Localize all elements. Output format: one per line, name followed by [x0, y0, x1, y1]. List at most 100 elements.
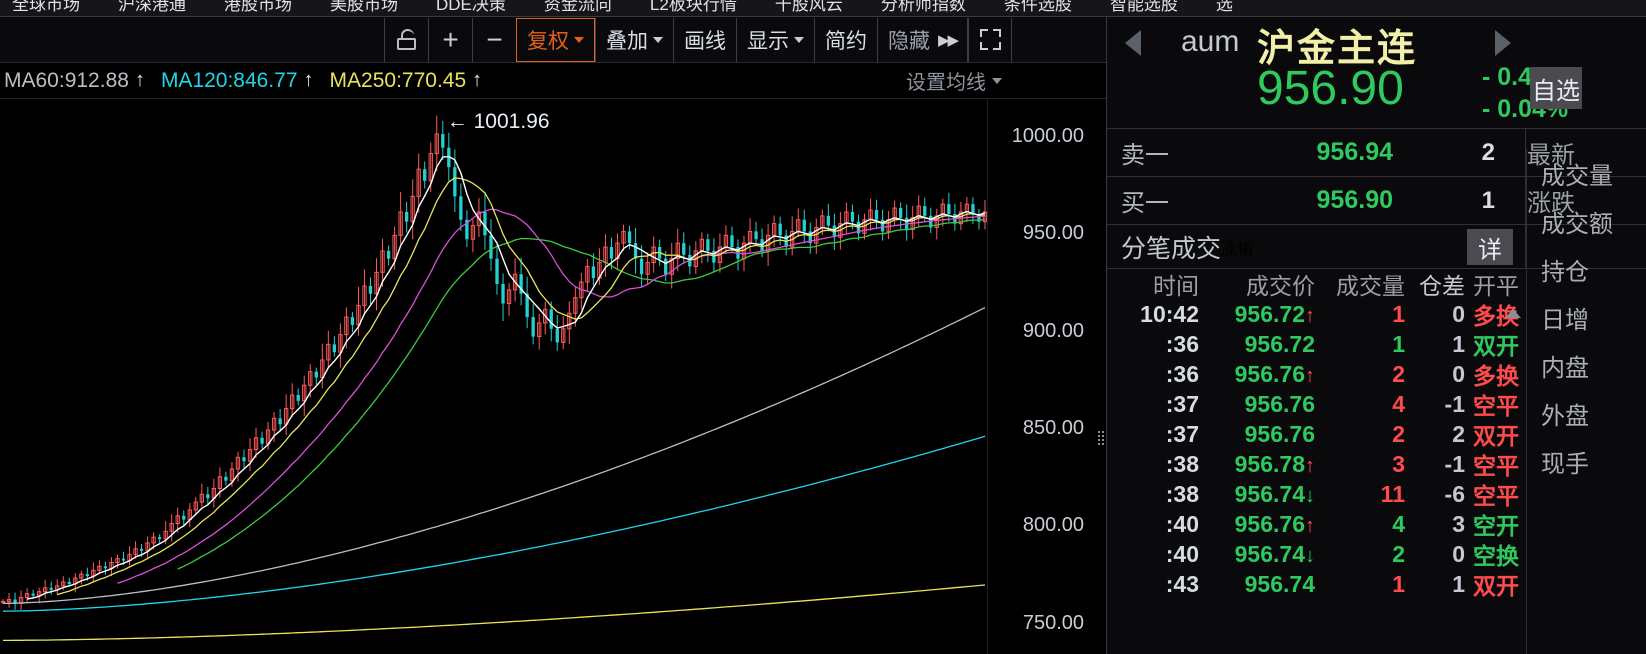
overlay-label: 叠加 — [606, 29, 648, 53]
tick-open-close-type: 双开 — [1473, 573, 1519, 599]
tick-time: :38 — [1165, 480, 1199, 507]
tick-open-interest-delta: -1 — [1444, 390, 1465, 417]
candlestick-plot[interactable]: ← 1001.96 — [0, 99, 988, 654]
stat-label-change: 涨跌 — [1527, 190, 1575, 217]
tick-time: :40 — [1165, 510, 1199, 537]
tick-time: :37 — [1165, 390, 1199, 417]
tick-open-interest-delta: 2 — [1452, 420, 1465, 447]
chart-toolbar: + − 复权 叠加 画线 显示 简约 — [0, 17, 1106, 63]
tick-row[interactable]: :43 956.74 1 1 双开 — [1107, 569, 1525, 600]
ma-legend-1: MA120:846.77 ↑ — [161, 69, 314, 93]
tick-row[interactable]: :37 956.76 4 -1 空平 — [1107, 389, 1525, 420]
chevron-left-icon[interactable] — [1125, 30, 1141, 56]
display-button[interactable]: 显示 — [736, 17, 814, 62]
hide-panel-button[interactable]: 隐藏 ▶▶ — [877, 17, 969, 62]
simple-mode-button[interactable]: 简约 — [814, 17, 877, 62]
ma-settings-button[interactable]: 设置均线 — [906, 66, 1002, 95]
bid-row: 买一 956.90 1 涨跌 — [1107, 177, 1646, 225]
overlay-button[interactable]: 叠加 — [595, 17, 673, 62]
tick-row[interactable]: 10:42 956.72↑ 1 0 多换 — [1107, 299, 1525, 329]
tick-detail-button[interactable]: 详 — [1467, 229, 1513, 265]
tick-volume: 3 — [1392, 450, 1405, 477]
last-price: 956.90 — [1257, 62, 1404, 115]
plus-icon: + — [442, 23, 459, 55]
tick-open-close-type: 双开 — [1473, 333, 1519, 359]
tick-price: 956.76 — [1244, 420, 1315, 447]
stats-column: 成交量 成交额 持仓 日增 内盘 外盘 现手 — [1526, 149, 1646, 654]
draw-line-button[interactable]: 画线 — [673, 17, 736, 62]
stat-row-成交额: 成交额 — [1541, 210, 1613, 238]
tick-open-interest-delta: 0 — [1452, 360, 1465, 387]
draw-line-label: 画线 — [684, 29, 726, 53]
tick-table[interactable]: 时间 成交价 成交量 仓差 开平 10:42 956.72↑ 1 0 多换:36 956.72 1 1 双… — [1107, 269, 1525, 599]
tick-time: :37 — [1165, 420, 1199, 447]
peak-annotation: ← 1001.96 — [446, 110, 550, 134]
tick-open-close-type: 双开 — [1473, 423, 1519, 449]
tick-row[interactable]: :37 956.76 2 2 双开 — [1107, 419, 1525, 450]
lock-button[interactable] — [384, 17, 428, 62]
trend-up-icon: ↑ — [472, 69, 483, 91]
ask-quantity: 2 — [1481, 138, 1495, 166]
chart-body[interactable]: ← 1001.96 1000.00 950.00 900.00 850.00 800.0… — [0, 99, 1106, 654]
trend-up-icon: ↑ — [134, 69, 145, 91]
tick-price: 956.78↑ — [1234, 450, 1315, 477]
chevron-down-icon — [574, 36, 584, 43]
stat-row-日增: 日增 — [1541, 306, 1589, 334]
tick-header-4: 开平 — [1473, 273, 1519, 299]
column-divider — [1525, 129, 1526, 176]
chart-pane: + − 复权 叠加 画线 显示 简约 — [0, 17, 1106, 654]
stat-row-持仓: 持仓 — [1541, 258, 1589, 286]
zoom-in-button[interactable]: + — [428, 17, 472, 62]
nav-item-6[interactable]: L2板块行情 — [649, 0, 737, 14]
pane-resize-handle[interactable] — [1098, 429, 1105, 445]
nav-item-4[interactable]: DDE决策 — [436, 0, 506, 14]
column-divider — [1525, 177, 1526, 224]
zoom-out-button[interactable]: − — [472, 17, 516, 62]
nav-item-10[interactable]: 智能选股 — [1109, 0, 1178, 14]
nav-item-1[interactable]: 沪深港通 — [118, 0, 186, 14]
nav-item-2[interactable]: 港股市场 — [224, 0, 292, 14]
fullscreen-button[interactable] — [968, 17, 1013, 62]
tick-time: 10:42 — [1140, 300, 1199, 327]
quote-header: aum 沪金主连 956.90 - 0.40 - 0.04% 自选 — [1107, 17, 1646, 129]
price-axis-tick: 800.00 — [1022, 514, 1084, 537]
nav-item-7[interactable]: 千股风云 — [774, 0, 843, 14]
tick-row[interactable]: :36 956.76↑ 2 0 多换 — [1107, 359, 1525, 390]
add-to-favorites-button[interactable]: 自选 — [1530, 67, 1582, 109]
ask-row: 卖一 956.94 2 最新 — [1107, 129, 1646, 177]
tick-volume: 2 — [1392, 540, 1405, 567]
tick-open-close-type: 空平 — [1473, 483, 1519, 509]
nav-item-5[interactable]: 资金流向 — [543, 0, 612, 14]
tick-row[interactable]: :40 956.74↓ 2 0 空换 — [1107, 539, 1525, 570]
unlock-icon — [397, 29, 416, 50]
bid-quantity: 1 — [1481, 186, 1495, 214]
tick-price: 956.74↓ — [1234, 480, 1315, 507]
tick-time: :40 — [1165, 540, 1199, 567]
display-label: 显示 — [747, 29, 789, 53]
nav-item-11[interactable]: 选 — [1215, 0, 1233, 14]
tick-section-title: 分笔成交 — [1121, 234, 1222, 263]
nav-item-0[interactable]: 全球市场 — [12, 0, 80, 14]
tick-row[interactable]: :38 956.74↓ 11 -6 空平 — [1107, 479, 1525, 510]
symbol-code: aum — [1181, 25, 1240, 58]
tick-row[interactable]: :40 956.76↑ 4 3 空开 — [1107, 509, 1525, 540]
adjust-price-label: 复权 — [527, 29, 569, 53]
price-axis: 1000.00 950.00 900.00 850.00 800.00 750.00 — [988, 99, 1106, 654]
nav-item-8[interactable]: 分析师指数 — [880, 0, 966, 14]
tick-row[interactable]: :38 956.78↑ 3 -1 空平 — [1107, 449, 1525, 480]
quote-panel: aum 沪金主连 956.90 - 0.40 - 0.04% 自选 卖一 956… — [1106, 17, 1646, 654]
simple-mode-label: 简约 — [825, 29, 867, 53]
stat-row-现手: 现手 — [1541, 450, 1589, 478]
moving-average-legend: MA60:912.88 ↑ MA120:846.77 ↑ MA250:770.45 ↑ 设… — [0, 63, 1106, 99]
tick-volume: 11 — [1380, 480, 1405, 507]
scroll-up-icon[interactable] — [1505, 309, 1521, 318]
chevron-down-icon — [992, 77, 1002, 84]
nav-item-9[interactable]: 条件选股 — [1003, 0, 1072, 14]
tick-row[interactable]: :36 956.72 1 1 双开 — [1107, 329, 1525, 360]
tick-price: 956.74 — [1244, 570, 1315, 597]
adjust-price-button[interactable]: 复权 — [516, 17, 595, 62]
chevron-right-icon[interactable] — [1495, 30, 1511, 56]
tick-volume: 2 — [1392, 420, 1405, 447]
tick-open-interest-delta: 1 — [1452, 570, 1465, 597]
nav-item-3[interactable]: 美股市场 — [330, 0, 398, 14]
